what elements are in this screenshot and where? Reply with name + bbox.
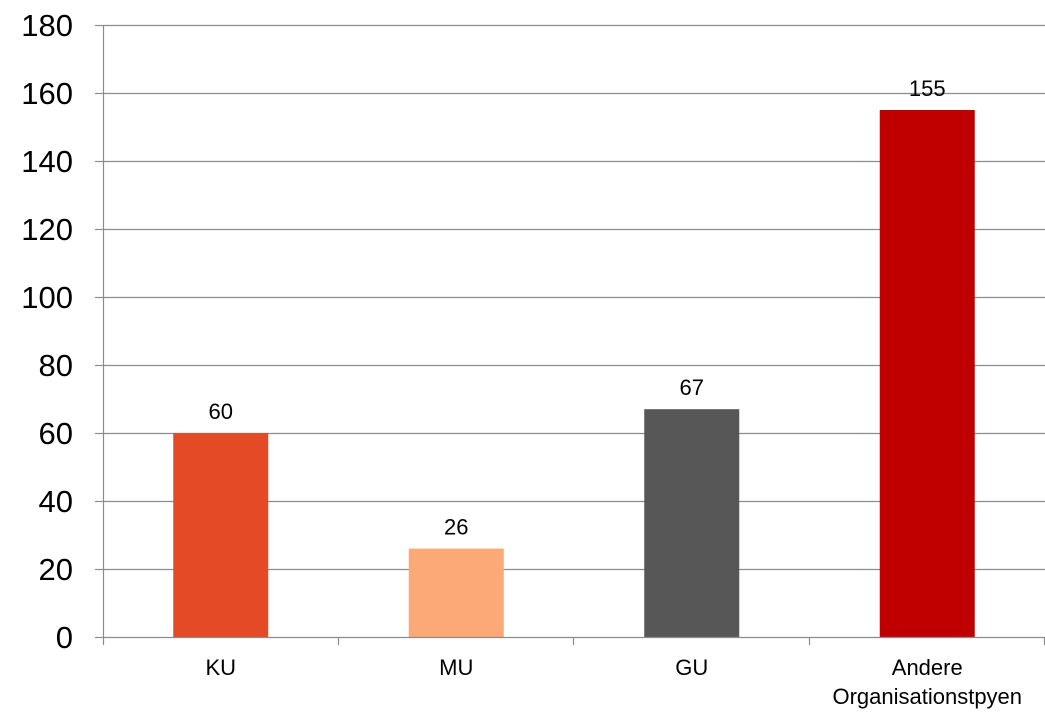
y-tick-label-40: 40 <box>39 484 73 519</box>
x-category-label-3-line-1: Organisationstpyen <box>832 684 1022 709</box>
data-label-2: 67 <box>680 375 704 400</box>
bar-2 <box>644 409 740 637</box>
bar-0 <box>173 433 269 637</box>
y-tick-label-180: 180 <box>21 8 73 43</box>
bars <box>173 110 975 637</box>
labels: 0 20 40 60 80 100 120 140 160 180 60 KU 26 MU 67 GU 155 A… <box>21 8 1022 709</box>
y-tick-label-100: 100 <box>21 280 73 315</box>
data-label-0: 60 <box>209 399 233 424</box>
bar-1 <box>408 548 504 637</box>
y-tick-label-60: 60 <box>39 416 73 451</box>
bar-3 <box>879 110 975 637</box>
data-label-1: 26 <box>444 515 468 540</box>
data-label-3: 155 <box>909 76 946 101</box>
axes <box>95 24 1045 645</box>
x-category-label-3-line-0: Andere <box>892 655 963 680</box>
y-tick-label-160: 160 <box>21 76 73 111</box>
y-tick-label-120: 120 <box>21 212 73 247</box>
x-category-label-1: MU <box>439 655 473 680</box>
x-category-label-2: GU <box>675 655 708 680</box>
y-tick-label-140: 140 <box>21 144 73 179</box>
y-tick-label-20: 20 <box>39 552 73 587</box>
y-tick-label-80: 80 <box>39 348 73 383</box>
y-tick-label-0: 0 <box>56 620 73 655</box>
x-category-label-0: KU <box>205 655 236 680</box>
